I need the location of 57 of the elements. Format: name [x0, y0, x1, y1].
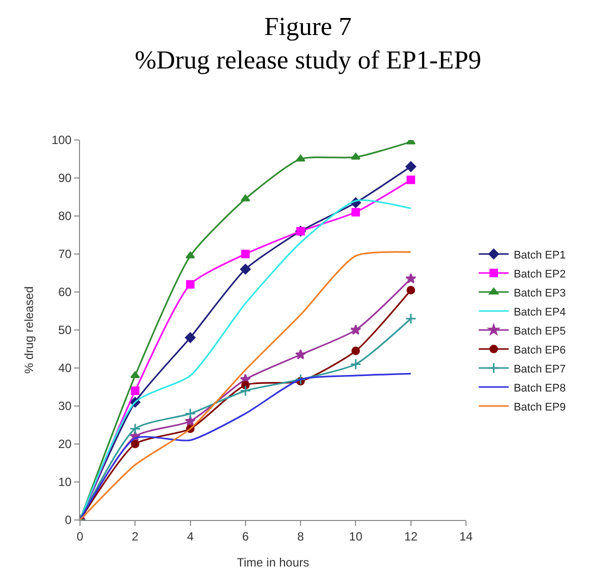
legend-label: Batch EP5 [514, 325, 566, 338]
x-tick-label: 6 [242, 529, 250, 544]
point [184, 332, 196, 343]
y-tick-label: 60 [58, 285, 72, 300]
legend-label: Batch EP8 [514, 382, 566, 394]
y-tick-label: 80 [58, 209, 72, 224]
point [129, 423, 141, 434]
point [406, 286, 416, 294]
point [405, 273, 416, 284]
point [130, 371, 140, 378]
y-axis-title: % drug released [22, 286, 36, 374]
y-tick-label: 30 [58, 399, 72, 414]
legend-label: Batch EP6 [514, 344, 566, 356]
point [350, 324, 362, 335]
point [130, 386, 140, 396]
point [241, 250, 250, 258]
point [406, 161, 416, 172]
point [240, 385, 252, 396]
y-tick-label: 10 [58, 475, 72, 490]
chart-title: Figure 7 %Drug release study of EP1-EP9 [134, 12, 482, 75]
y-tick-label: 50 [58, 323, 72, 338]
point [240, 194, 250, 202]
point [294, 374, 306, 386]
line-series [80, 372, 412, 520]
point [130, 440, 140, 448]
legend-label: Batch EP7 [514, 363, 566, 376]
legend-label: Batch EP3 [514, 287, 566, 300]
point [240, 264, 251, 274]
x-tick-label: 2 [132, 529, 139, 544]
y-tick-label: 90 [58, 171, 72, 186]
y-tick-label: 70 [58, 247, 72, 262]
legend-label: Batch EP4 [514, 306, 566, 318]
x-tick-label: 8 [297, 529, 304, 544]
x-tick-label: 0 [76, 529, 84, 544]
legend-label: Batch EP9 [514, 401, 566, 414]
point [350, 152, 360, 160]
x-tick-label: 14 [459, 529, 473, 544]
point [350, 358, 362, 370]
point [351, 346, 360, 356]
point [296, 154, 306, 162]
x-tick-label: 10 [349, 529, 363, 544]
y-tick-label: 0 [64, 513, 72, 528]
legend-label: Batch EP2 [514, 268, 566, 280]
point [184, 408, 196, 420]
legend-label: Batch EP1 [514, 249, 566, 262]
point [351, 208, 360, 216]
y-tick-label: 40 [58, 361, 72, 376]
x-tick-label: 12 [404, 529, 418, 544]
point [295, 349, 306, 360]
y-tick-label: 100 [52, 133, 72, 148]
point [405, 312, 417, 324]
point [186, 280, 195, 289]
x-axis-title: Time in hours [236, 555, 310, 570]
x-tick-label: 4 [186, 529, 194, 544]
y-tick-label: 20 [58, 437, 72, 452]
point [186, 252, 196, 258]
point [406, 176, 416, 184]
